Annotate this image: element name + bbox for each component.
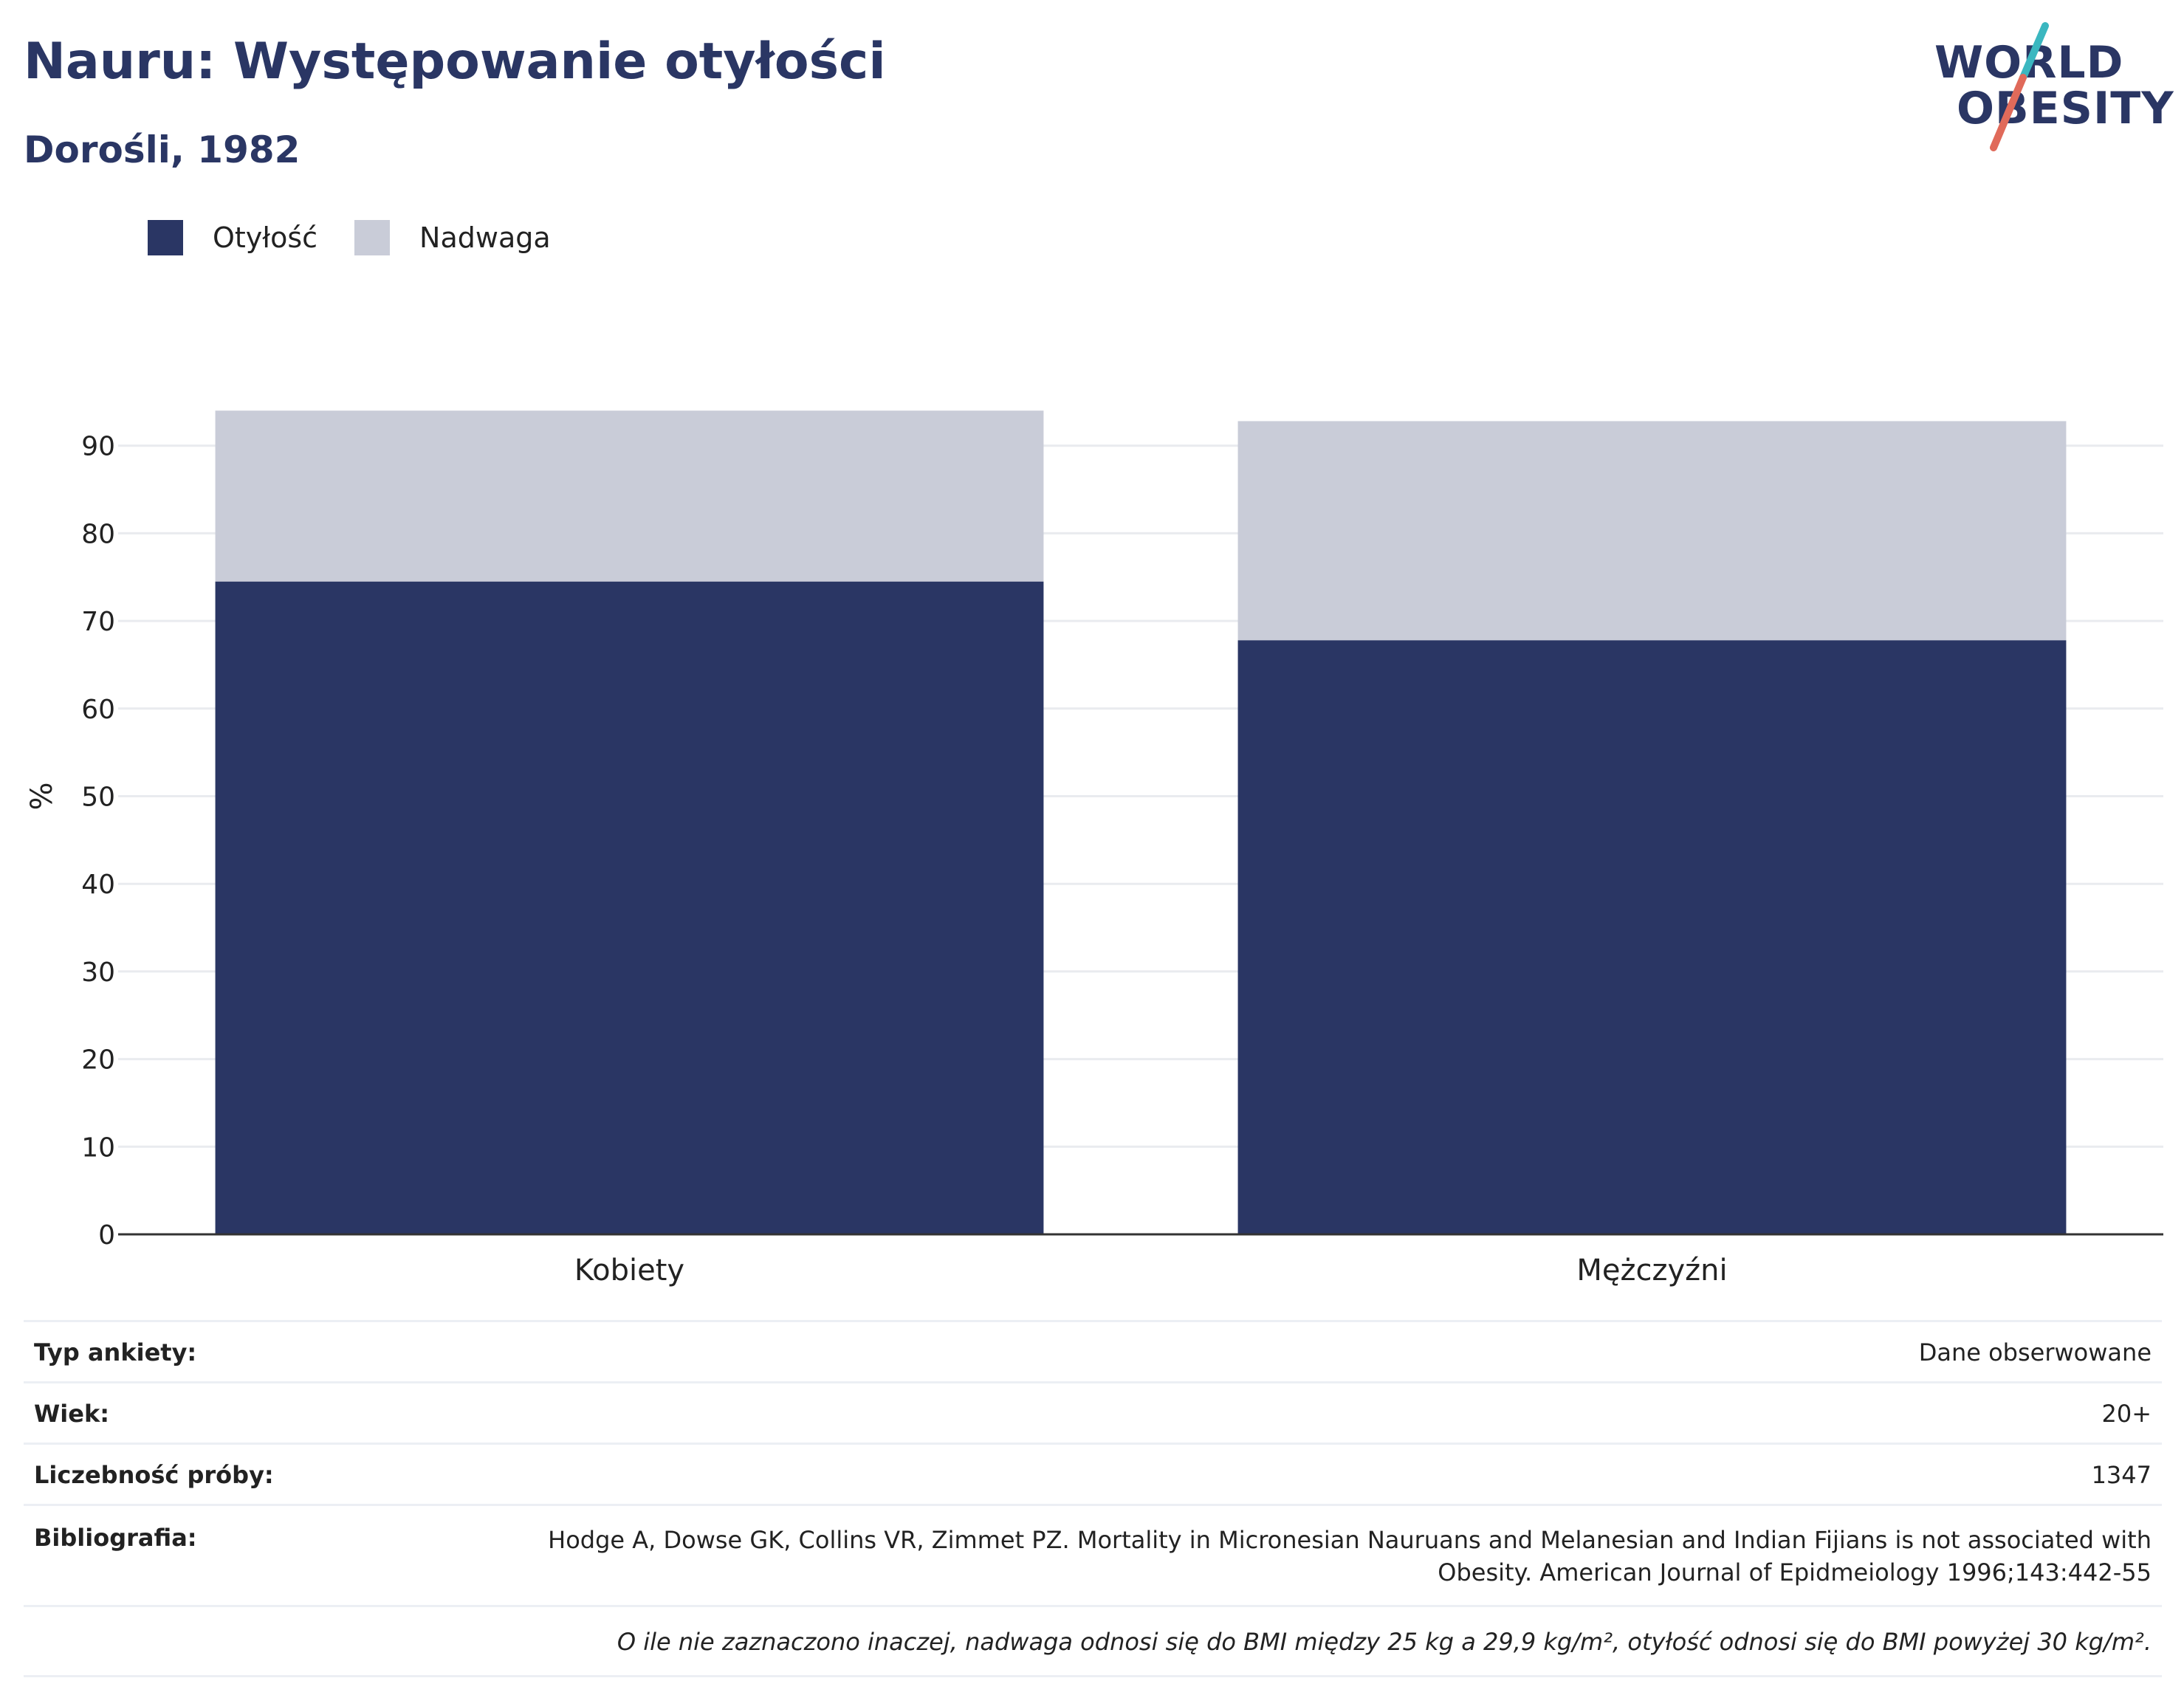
- y-tick-label: 30: [81, 957, 115, 988]
- y-tick-label: 50: [81, 783, 115, 813]
- info-key: Bibliografia:: [34, 1524, 197, 1552]
- x-category-label: Mężczyźni: [1576, 1254, 1727, 1287]
- x-category-label: Kobiety: [574, 1254, 684, 1287]
- y-axis-title: %: [25, 782, 59, 810]
- bar-obesity: [215, 581, 1044, 1234]
- chart-title: Nauru: Występowanie otyłości: [24, 32, 886, 91]
- info-row-age: Wiek: 20+: [24, 1381, 2162, 1443]
- info-value: Hodge A, Dowse GK, Collins VR, Zimmet PZ…: [548, 1526, 2152, 1586]
- y-tick-label: 0: [98, 1220, 115, 1251]
- legend-label-obesity: Otyłość: [213, 221, 318, 254]
- info-row-bibliography: Bibliografia: Hodge A, Dowse GK, Collins…: [24, 1504, 2162, 1605]
- y-tick-label: 80: [81, 519, 115, 549]
- bar-obesity: [1237, 640, 2067, 1234]
- y-tick-label: 10: [81, 1132, 115, 1163]
- definition-note: O ile nie zaznaczono inaczej, nadwaga od…: [24, 1605, 2162, 1677]
- bar-chart: 0 10 20 30 40 50 60 70 80 90 Kobiety Mężczyźni %: [25, 410, 2163, 1287]
- info-value: 1347: [2091, 1461, 2152, 1489]
- y-tick-label: 70: [81, 607, 115, 637]
- info-row-survey-type: Typ ankiety: Dane obserwowane: [24, 1320, 2162, 1381]
- bars: [215, 410, 2067, 1234]
- info-row-sample-size: Liczebność próby: 1347: [24, 1443, 2162, 1504]
- y-axis-ticks: 0 10 20 30 40 50 60 70 80 90: [81, 432, 115, 1251]
- info-value: 20+: [2101, 1400, 2152, 1428]
- bar-overweight: [215, 410, 1044, 582]
- legend-swatch-overweight: [354, 220, 391, 255]
- info-table: Typ ankiety: Dane obserwowane Wiek: 20+ …: [24, 1320, 2162, 1677]
- logo-line-2: OBESITY: [1957, 83, 2174, 134]
- x-axis-categories: Kobiety Mężczyźni: [574, 1254, 1728, 1287]
- info-key: Liczebność próby:: [34, 1461, 274, 1489]
- y-tick-label: 60: [81, 695, 115, 725]
- info-key: Typ ankiety:: [34, 1338, 197, 1366]
- legend-label-overweight: Nadwaga: [419, 221, 551, 254]
- y-tick-label: 40: [81, 870, 115, 900]
- legend-swatch-obesity: [148, 220, 183, 255]
- y-tick-label: 90: [81, 432, 115, 462]
- chart-subtitle: Dorośli, 1982: [24, 128, 301, 171]
- bar-overweight: [1237, 421, 2067, 641]
- info-value: Dane obserwowane: [1918, 1338, 2152, 1366]
- info-key: Wiek:: [34, 1400, 110, 1428]
- logo-slash-icon: [1990, 22, 2049, 151]
- y-tick-label: 20: [81, 1045, 115, 1076]
- world-obesity-logo: WORLD OBESITY: [1920, 22, 2174, 155]
- legend: Otyłość Nadwaga: [148, 220, 588, 255]
